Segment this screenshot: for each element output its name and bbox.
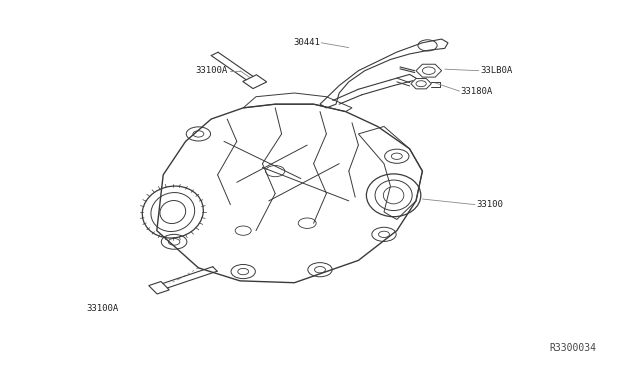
Text: 33180A: 33180A (461, 87, 493, 96)
Text: 33100: 33100 (477, 200, 504, 209)
Text: 30441: 30441 (293, 38, 320, 47)
Text: 33100A: 33100A (195, 66, 227, 75)
Text: 33100A: 33100A (86, 304, 118, 313)
Text: 33LB0A: 33LB0A (480, 66, 512, 75)
Text: R3300034: R3300034 (549, 343, 596, 353)
